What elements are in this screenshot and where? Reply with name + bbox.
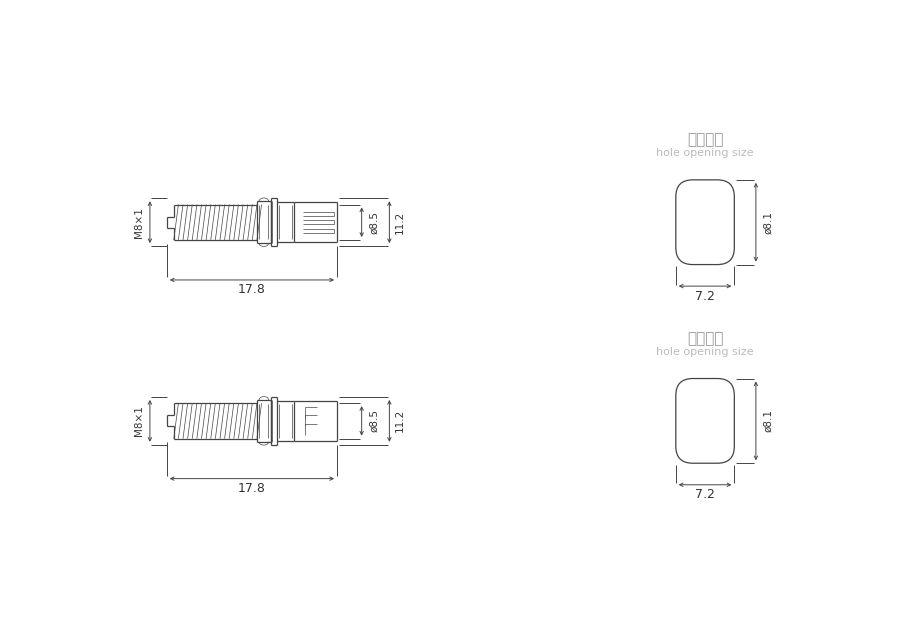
Text: hole opening size: hole opening size xyxy=(656,346,753,357)
Text: 11.2: 11.2 xyxy=(395,211,405,234)
Text: 11.2: 11.2 xyxy=(395,409,405,433)
Text: 开孔尺寸: 开孔尺寸 xyxy=(687,132,723,148)
Text: 7.2: 7.2 xyxy=(695,289,715,303)
Text: ø8.5: ø8.5 xyxy=(369,211,379,234)
Text: 17.8: 17.8 xyxy=(238,482,266,495)
Text: ø8.5: ø8.5 xyxy=(369,410,379,433)
Text: ø8.1: ø8.1 xyxy=(763,410,774,433)
Text: 17.8: 17.8 xyxy=(238,284,266,296)
Text: hole opening size: hole opening size xyxy=(656,148,753,158)
Text: M8×1: M8×1 xyxy=(134,207,144,238)
Text: 开孔尺寸: 开孔尺寸 xyxy=(687,331,723,346)
Text: M8×1: M8×1 xyxy=(134,405,144,436)
Text: ø8.1: ø8.1 xyxy=(763,211,774,234)
Text: 7.2: 7.2 xyxy=(695,488,715,501)
